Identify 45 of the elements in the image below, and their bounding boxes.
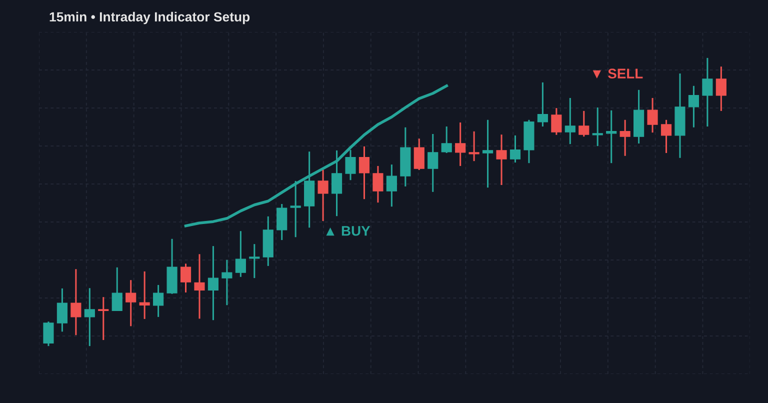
annotation: ▲ BUY bbox=[326, 226, 370, 236]
candlestick bbox=[606, 110, 617, 164]
candlestick bbox=[318, 169, 328, 222]
candlestick bbox=[660, 119, 672, 154]
candlestick bbox=[647, 97, 658, 134]
candlestick bbox=[510, 134, 521, 164]
candlestick bbox=[702, 57, 713, 128]
candlestick bbox=[194, 253, 205, 320]
annotation: ▼ SELL bbox=[592, 68, 643, 79]
candlestick bbox=[372, 165, 384, 204]
candlestick bbox=[98, 296, 109, 341]
candlestick bbox=[551, 107, 562, 136]
candlestick bbox=[112, 266, 122, 312]
candlestick bbox=[688, 85, 700, 128]
candlestick bbox=[84, 287, 95, 347]
candlestick bbox=[386, 164, 397, 208]
candlestick bbox=[345, 149, 356, 181]
candlestick bbox=[455, 122, 466, 167]
candlestick bbox=[716, 66, 726, 112]
candlestick bbox=[592, 106, 603, 147]
candlestick bbox=[468, 130, 480, 162]
candlestick bbox=[358, 146, 370, 200]
candlestick bbox=[56, 288, 68, 332]
candlestick bbox=[620, 119, 630, 157]
candlestick bbox=[126, 279, 136, 327]
candlestick bbox=[414, 138, 424, 171]
candlestick bbox=[70, 268, 82, 336]
candlestick bbox=[441, 126, 452, 154]
candlestick bbox=[564, 97, 576, 145]
chart-title: 15min • Intraday Indicator Setup bbox=[50, 12, 250, 24]
candlestick bbox=[43, 320, 54, 347]
candlestick bbox=[153, 284, 164, 318]
candlestick bbox=[331, 150, 342, 217]
candlestick bbox=[222, 259, 232, 306]
candlestick bbox=[578, 110, 590, 138]
candlestick bbox=[482, 119, 494, 188]
candlestick bbox=[496, 134, 507, 186]
candlestick bbox=[208, 245, 219, 321]
candlestick bbox=[139, 270, 150, 320]
candlestick bbox=[428, 133, 438, 193]
candlestick bbox=[249, 243, 260, 279]
candlestick bbox=[276, 203, 288, 241]
candlestick bbox=[180, 262, 192, 294]
candlestick bbox=[537, 82, 548, 128]
candlestick bbox=[235, 230, 246, 278]
